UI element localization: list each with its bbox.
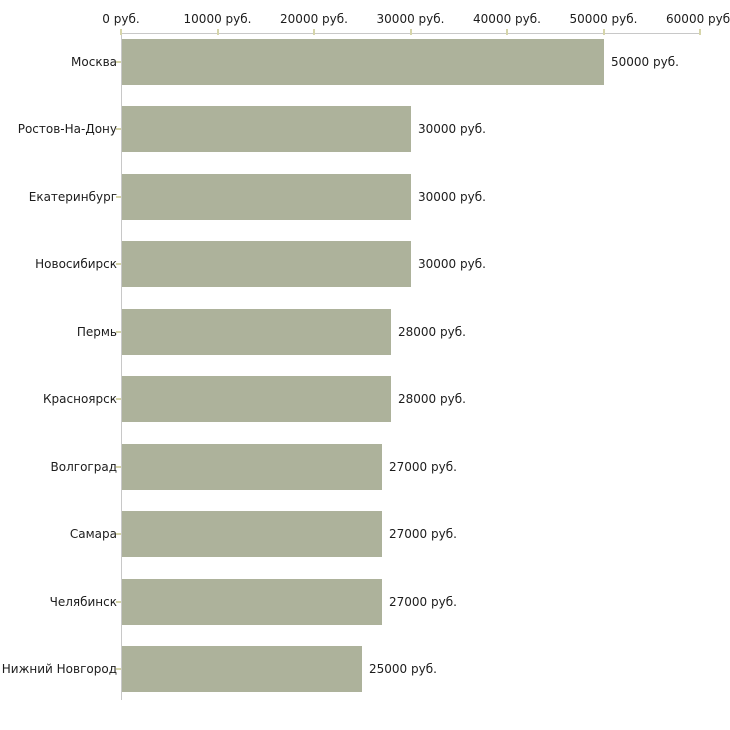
category-label: Волгоград [50, 459, 117, 474]
y-axis-tick [116, 128, 121, 130]
bar-value-label: 27000 руб. [389, 527, 457, 541]
y-axis-tick [116, 668, 121, 670]
category-label: Нижний Новгород [1, 662, 117, 676]
bar [122, 38, 604, 85]
y-axis-line [121, 33, 122, 700]
x-axis-tick [120, 29, 122, 35]
y-axis-tick [116, 330, 121, 333]
bar [122, 511, 382, 557]
x-axis-tick [699, 29, 701, 35]
bar [122, 443, 382, 490]
category-label: Челябинск [49, 594, 117, 609]
bar [122, 308, 391, 355]
bar-value-label: 30000 руб. [418, 189, 486, 204]
x-axis-tick [216, 29, 219, 35]
bar-value-label: 25000 руб. [369, 662, 437, 676]
x-axis-tick-label: 40000 руб. [473, 12, 541, 26]
y-axis-tick [116, 195, 121, 198]
bar-value-label: 30000 руб. [418, 122, 486, 136]
bar [122, 173, 411, 220]
category-label: Москва [71, 54, 117, 69]
x-axis-tick-label: 10000 руб. [183, 12, 252, 26]
category-label: Красноярск [43, 392, 117, 406]
category-label: Екатеринбург [28, 189, 117, 204]
x-axis-tick-label: 50000 руб. [569, 12, 638, 26]
bar-value-label: 28000 руб. [398, 392, 466, 406]
bar [122, 646, 362, 692]
category-label: Пермь [76, 324, 117, 339]
x-axis-tick [409, 29, 412, 35]
bar-value-label: 30000 руб. [418, 257, 486, 271]
category-label: Ростов-На-Дону [17, 122, 117, 136]
x-axis-tick-label: 20000 руб. [280, 12, 348, 26]
x-axis-tick [313, 29, 315, 35]
bar [122, 106, 411, 152]
bar-value-label: 50000 руб. [611, 54, 679, 69]
bar [122, 376, 391, 422]
y-axis-tick [116, 398, 121, 400]
bar-value-label: 27000 руб. [389, 459, 457, 474]
y-axis-tick [116, 533, 121, 535]
x-axis-tick-label: 30000 руб. [376, 12, 445, 26]
x-axis-tick-label: 0 руб. [102, 12, 140, 26]
y-axis-tick [116, 263, 121, 265]
category-label: Новосибирск [35, 257, 117, 271]
y-axis-tick [116, 600, 121, 603]
y-axis-tick [116, 60, 121, 63]
x-axis-tick [506, 29, 508, 35]
bar [122, 578, 382, 625]
y-axis-tick [116, 465, 121, 468]
category-label: Самара [69, 527, 117, 541]
bar-value-label: 28000 руб. [398, 324, 466, 339]
x-axis-tick [602, 29, 605, 35]
bar [122, 241, 411, 287]
bar-value-label: 27000 руб. [389, 594, 457, 609]
x-axis-tick-label: 60000 руб. [666, 12, 730, 26]
